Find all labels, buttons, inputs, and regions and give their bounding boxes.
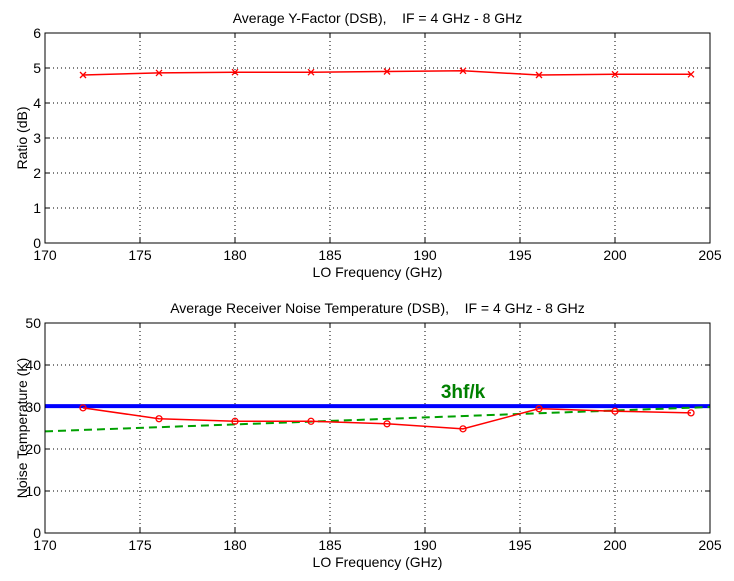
data-point <box>231 417 239 425</box>
marker-stroke <box>307 68 315 76</box>
x-tick-label: 170 <box>33 247 57 263</box>
y-tick-label: 10 <box>25 483 41 499</box>
data-point <box>535 71 543 79</box>
reference-line-linear <box>44 406 711 433</box>
marker-stroke <box>687 70 695 78</box>
x-tick-label: 190 <box>413 537 437 553</box>
x-tick-label: 170 <box>33 537 57 553</box>
y-tick-label: 20 <box>25 441 41 457</box>
data-point <box>155 69 163 77</box>
marker-stroke <box>383 68 391 75</box>
data-point <box>687 409 695 417</box>
x-tick-label: 190 <box>413 247 437 263</box>
data-point <box>383 420 391 428</box>
x-tick-label: 200 <box>603 537 627 553</box>
y-tick-label: 0 <box>33 525 41 541</box>
data-point <box>79 404 87 412</box>
axes-box <box>44 322 711 534</box>
x-tick-label: 175 <box>128 537 152 553</box>
axes-box <box>44 32 711 244</box>
y-tick-label: 1 <box>33 200 41 216</box>
annotation-label: 3hf/k <box>441 382 486 403</box>
series-line <box>82 407 692 430</box>
x-tick-label: 185 <box>318 247 342 263</box>
chart-title: Average Receiver Noise Temperature (DSB)… <box>170 300 585 316</box>
data-point <box>459 67 467 75</box>
data-point <box>611 407 619 415</box>
chart-1: 170 175 180 185 190 195 200 205 0 1 2 3 4 5 6 Average Y… <box>14 10 722 280</box>
y-tick-label: 5 <box>33 60 41 76</box>
y-tick-label: 3 <box>33 130 41 146</box>
chart-2: 170 175 180 185 190 195 200 205 0 10 20 30 40 50 3hf/k… <box>14 300 722 570</box>
data-point <box>611 70 619 78</box>
data-point <box>307 417 315 425</box>
marker-stroke <box>155 69 163 77</box>
plot-area <box>45 323 710 533</box>
x-axis-label: LO Frequency (GHz) <box>313 554 443 570</box>
data-point <box>307 68 315 76</box>
y-tick-label: 2 <box>33 165 41 181</box>
x-tick-label: 185 <box>318 537 342 553</box>
y-tick-label: 6 <box>33 25 41 41</box>
x-tick-label: 175 <box>128 247 152 263</box>
data-point <box>535 405 543 413</box>
x-tick-label: 195 <box>508 247 532 263</box>
marker-stroke <box>611 70 619 78</box>
data-point <box>383 68 391 75</box>
marker-stroke <box>535 71 543 79</box>
y-tick-label: 4 <box>33 95 41 111</box>
data-point <box>459 425 467 433</box>
y-tick-label: 40 <box>25 357 41 373</box>
y-tick-label: 0 <box>33 235 41 251</box>
data-point <box>79 71 87 79</box>
y-tick-label: 50 <box>25 315 41 331</box>
data-point <box>231 68 239 76</box>
data-point <box>687 70 695 78</box>
x-tick-label: 180 <box>223 247 247 263</box>
marker-stroke <box>231 68 239 76</box>
y-axis-label: Noise Temperature (K) <box>14 358 30 499</box>
x-axis-label: LO Frequency (GHz) <box>313 264 443 280</box>
x-tick-label: 205 <box>698 537 722 553</box>
x-tick-label: 200 <box>603 247 627 263</box>
y-tick-label: 30 <box>25 399 41 415</box>
marker-stroke <box>79 71 87 79</box>
chart-title: Average Y-Factor (DSB), IF = 4 GHz - 8 G… <box>233 10 523 26</box>
data-point <box>155 415 163 423</box>
y-axis-label: Ratio (dB) <box>14 106 30 169</box>
x-tick-label: 180 <box>223 537 247 553</box>
marker-stroke <box>459 67 467 75</box>
x-tick-label: 195 <box>508 537 532 553</box>
x-tick-label: 205 <box>698 247 722 263</box>
